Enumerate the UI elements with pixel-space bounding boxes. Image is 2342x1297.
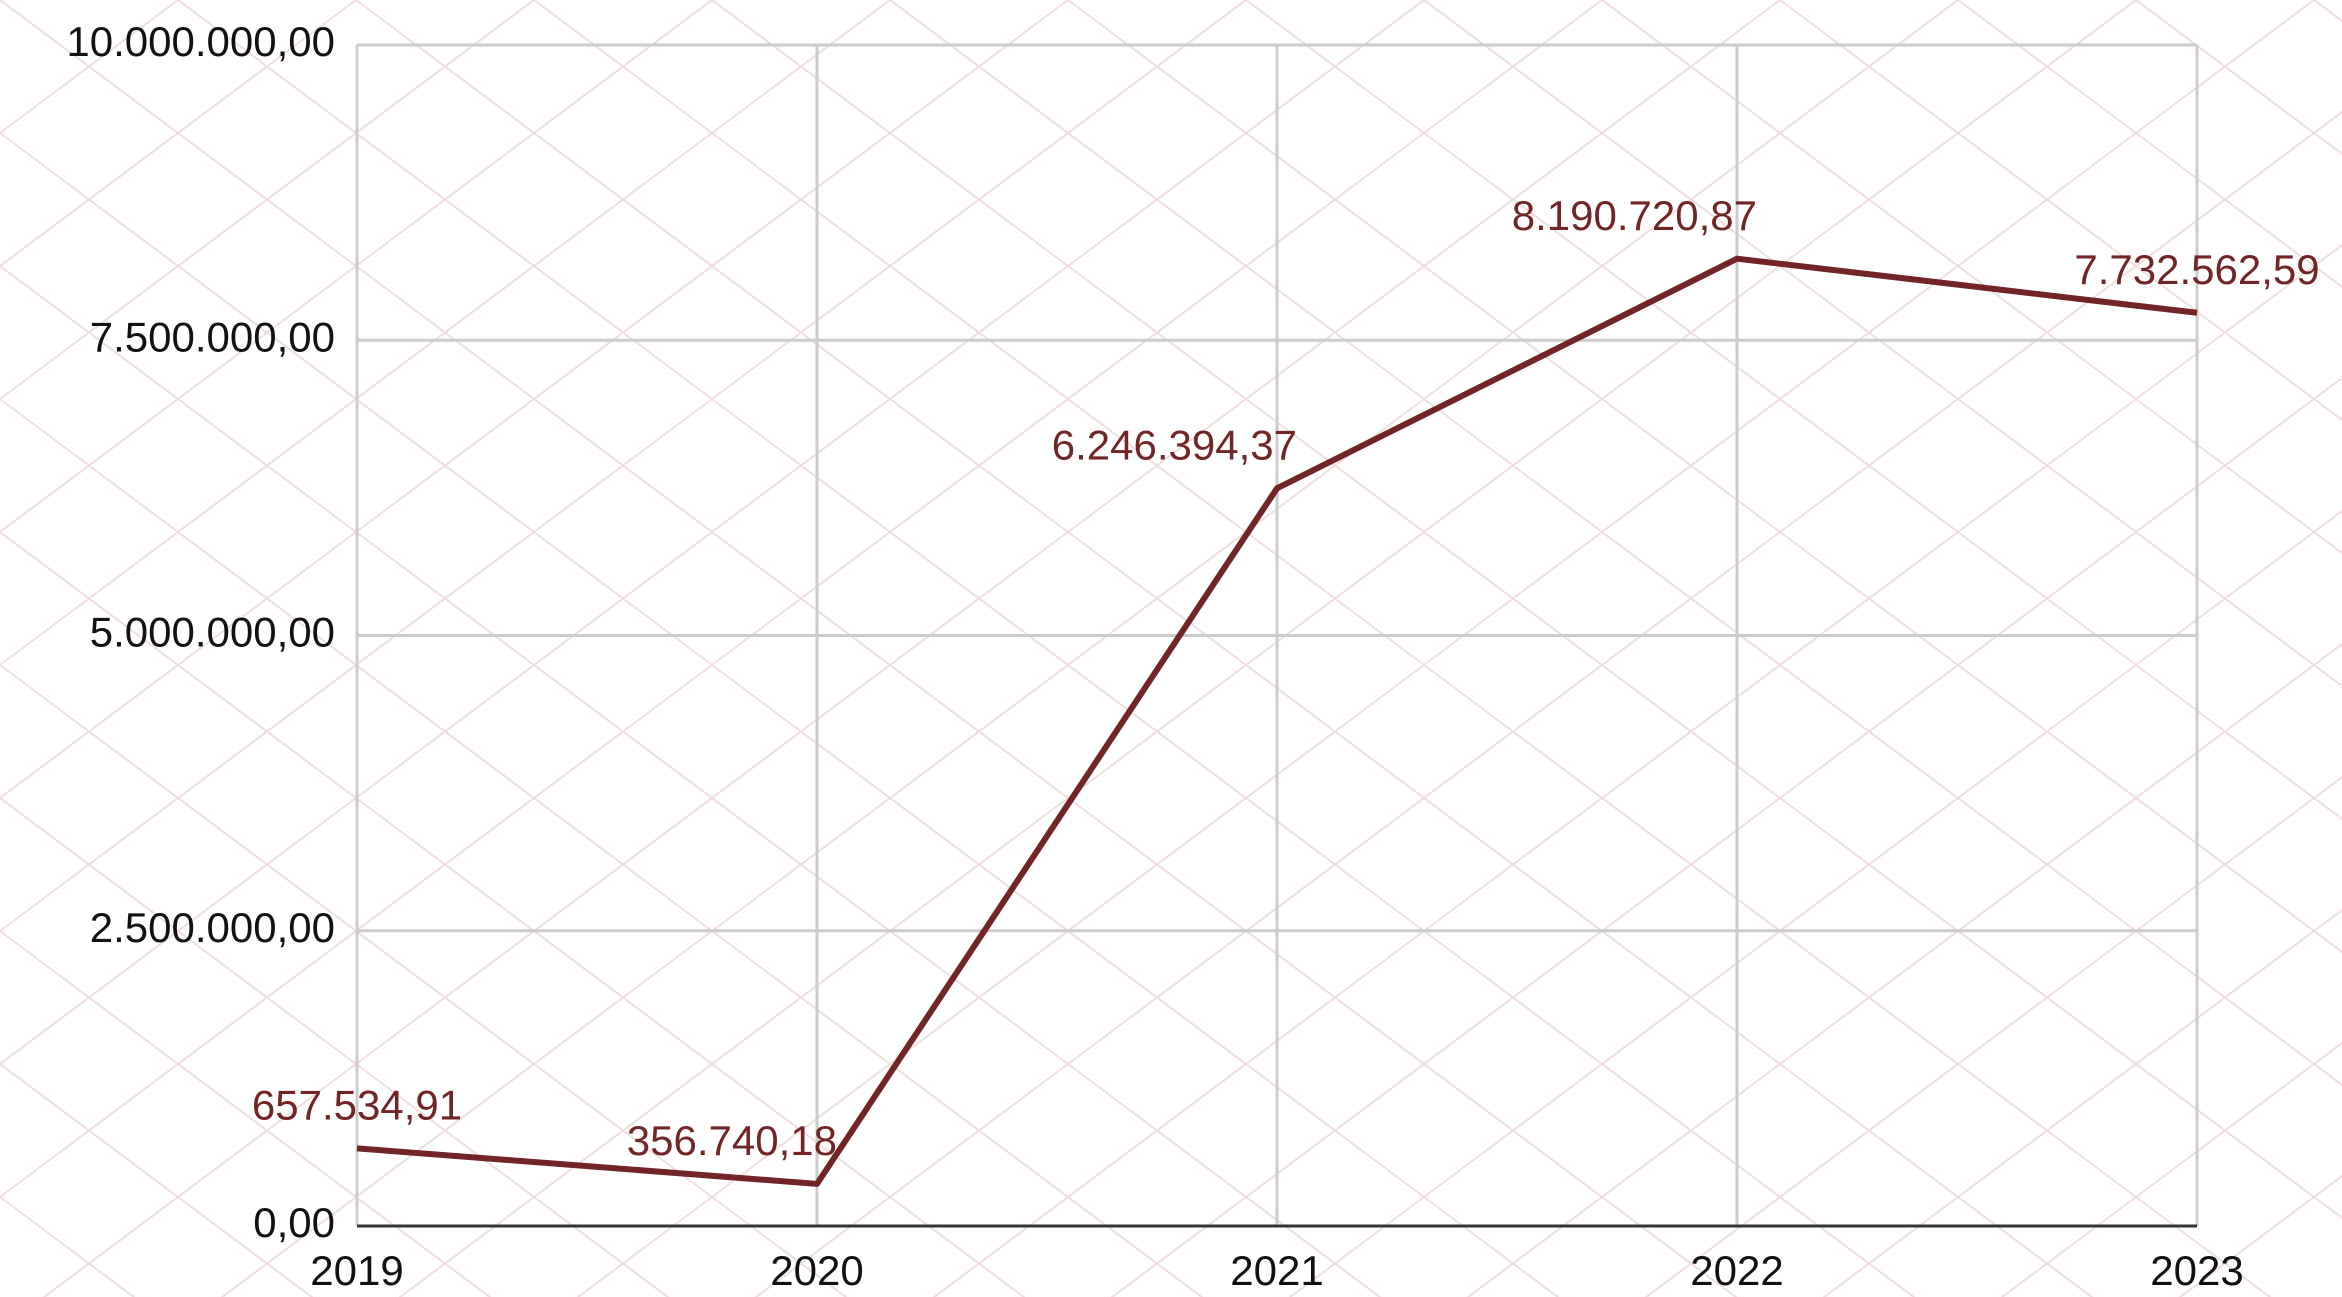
data-label: 8.190.720,87 [1512, 192, 1757, 239]
data-line [356, 255, 2198, 1187]
y-tick-label: 10.000.000,00 [66, 18, 335, 65]
data-label: 7.732.562,59 [2074, 246, 2319, 293]
data-label: 657.534,91 [252, 1081, 462, 1128]
data-label: 356.740,18 [627, 1117, 837, 1164]
x-tick-label: 2022 [1690, 1247, 1783, 1294]
data-label: 6.246.394,37 [1052, 421, 1297, 468]
x-tick-label: 2019 [310, 1247, 403, 1294]
y-tick-label: 2.500.000,00 [90, 904, 335, 951]
y-tick-label: 0,00 [253, 1199, 335, 1246]
y-tick-label: 5.000.000,00 [90, 609, 335, 656]
x-tick-label: 2023 [2150, 1247, 2243, 1294]
x-tick-label: 2020 [770, 1247, 863, 1294]
y-tick-label: 7.500.000,00 [90, 313, 335, 360]
x-tick-label: 2021 [1230, 1247, 1323, 1294]
